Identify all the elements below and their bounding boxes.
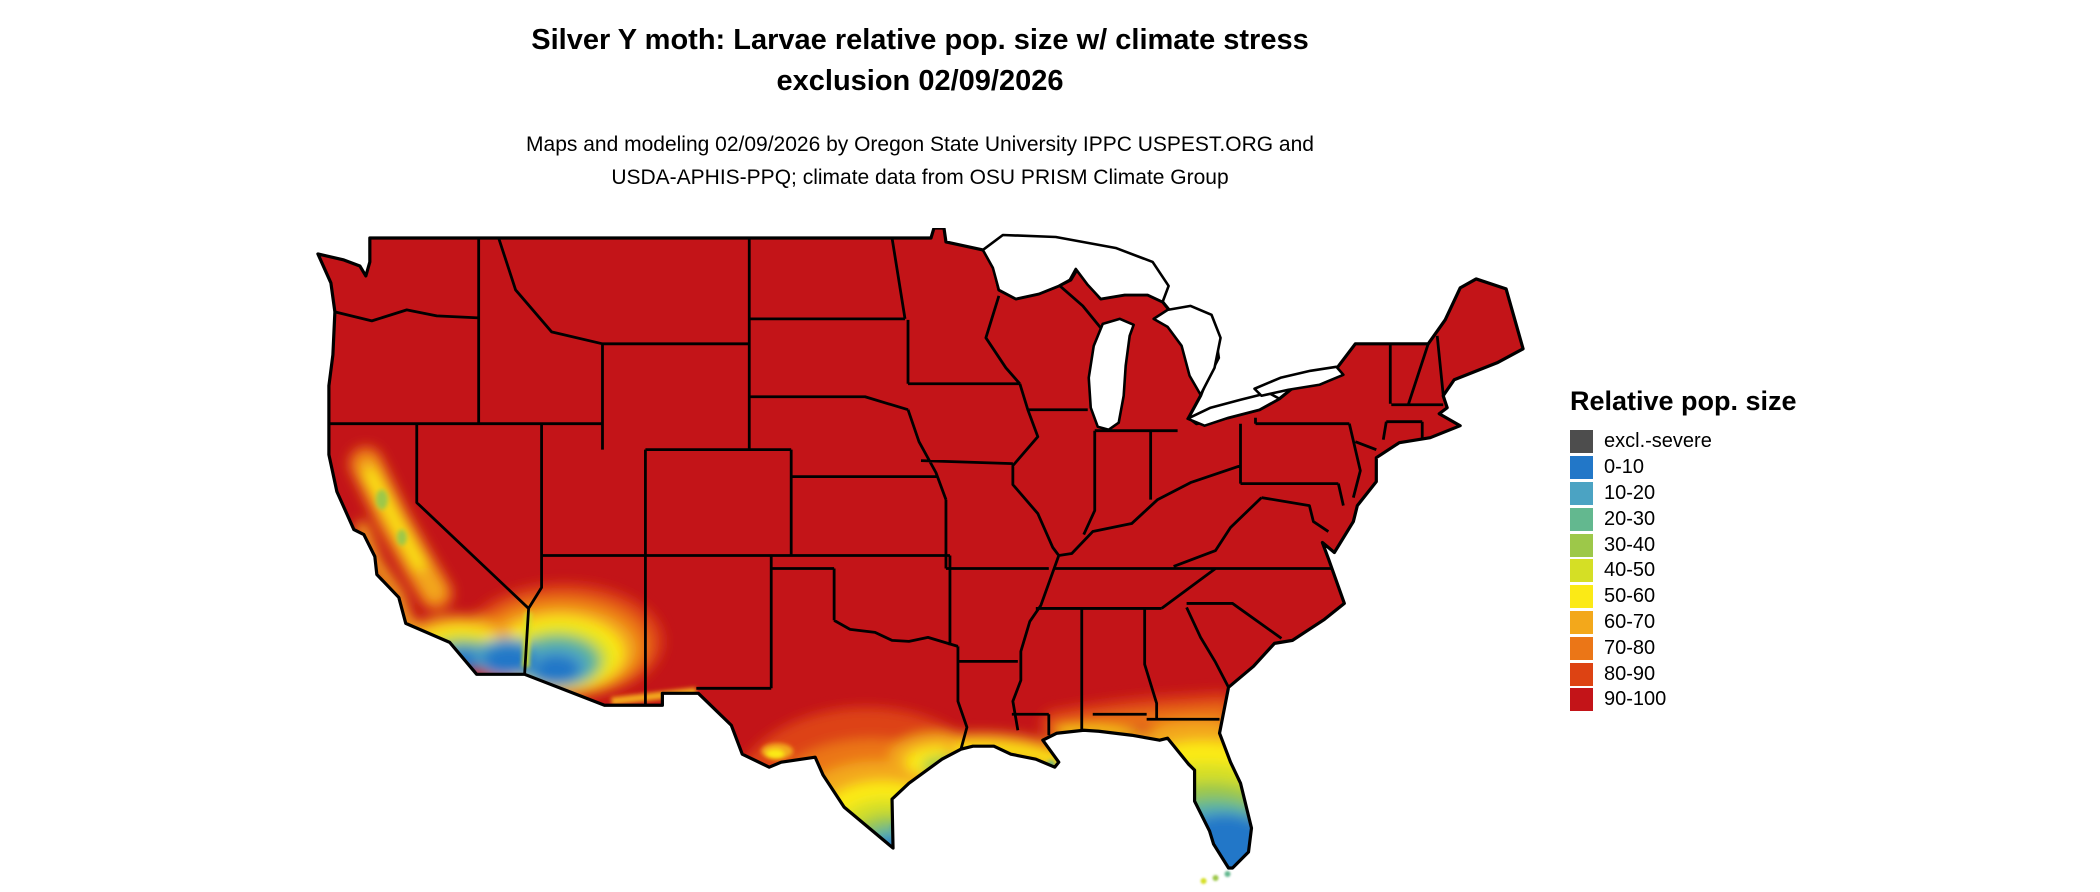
legend-swatch <box>1570 430 1593 454</box>
figure-title-line2: exclusion 02/09/2026 <box>776 65 1064 97</box>
lake-michigan <box>1087 317 1135 431</box>
legend-swatch <box>1570 585 1593 609</box>
legend-label: 0-10 <box>1604 456 1645 479</box>
legend-swatch <box>1570 507 1593 531</box>
legend-label: 40-50 <box>1604 559 1656 582</box>
legend-label: 90-100 <box>1604 688 1667 711</box>
legend-label: 70-80 <box>1604 636 1656 659</box>
legend-label: 30-40 <box>1604 533 1656 556</box>
legend-swatch <box>1570 456 1593 480</box>
legend-swatch <box>1570 533 1593 557</box>
state-borders <box>328 237 1445 750</box>
florida-keys <box>1200 871 1231 885</box>
lake-superior <box>981 233 1170 304</box>
legend-entry: 0-10 <box>1570 455 1890 481</box>
legend-label: 60-70 <box>1604 610 1656 633</box>
legend-entry: 80-90 <box>1570 661 1890 687</box>
great-lakes <box>981 233 1345 431</box>
figure-subtitle-line2: USDA-APHIS-PPQ; climate data from OSU PR… <box>611 166 1229 189</box>
legend-swatch <box>1570 610 1593 634</box>
legend-entry: 30-40 <box>1570 532 1890 558</box>
figure-title-line1: Silver Y moth: Larvae relative pop. size… <box>531 24 1309 56</box>
legend-label: 80-90 <box>1604 662 1656 685</box>
legend-entry: excl.-severe <box>1570 429 1890 455</box>
legend-label: excl.-severe <box>1604 430 1712 453</box>
legend-entries: excl.-severe 0-10 10-20 20-30 30-40 40-50 50-6… <box>1570 429 1890 713</box>
lake-ontario <box>1253 365 1345 398</box>
legend-title: Relative pop. size <box>1570 386 1797 416</box>
legend-entry: 40-50 <box>1570 558 1890 584</box>
legend-label: 50-60 <box>1604 585 1656 608</box>
figure-subtitle-line1: Maps and modeling 02/09/2026 by Oregon S… <box>526 133 1314 156</box>
legend-entry: 10-20 <box>1570 481 1890 507</box>
lake-erie <box>1186 391 1281 427</box>
legend-swatch <box>1570 481 1593 505</box>
figure-header: Silver Y moth: Larvae relative pop. size… <box>0 20 1840 194</box>
legend-entry: 70-80 <box>1570 635 1890 661</box>
legend-entry: 20-30 <box>1570 506 1890 532</box>
lake-huron <box>1152 304 1222 397</box>
legend-entry: 90-100 <box>1570 687 1890 713</box>
legend-label: 20-30 <box>1604 507 1656 530</box>
legend-swatch <box>1570 559 1593 583</box>
us-map <box>316 228 1525 885</box>
map-legend: Relative pop. size excl.-severe 0-10 10-20… <box>1570 386 1890 713</box>
legend-swatch <box>1570 688 1593 712</box>
legend-swatch <box>1570 662 1593 686</box>
legend-entry: 60-70 <box>1570 610 1890 636</box>
legend-entry: 50-60 <box>1570 584 1890 610</box>
legend-label: 10-20 <box>1604 481 1656 504</box>
legend-swatch <box>1570 636 1593 660</box>
